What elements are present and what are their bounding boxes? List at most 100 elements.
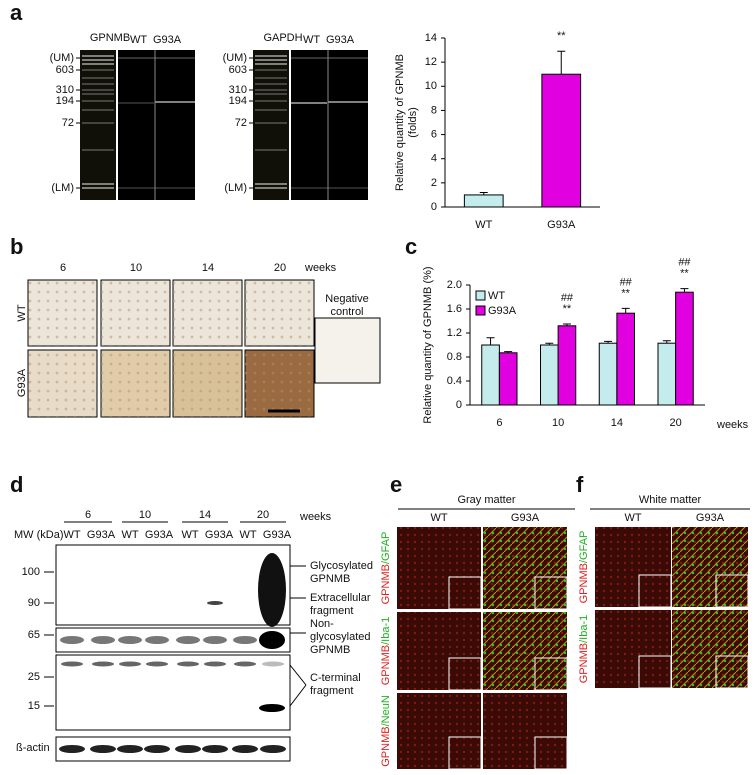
blot-band	[59, 745, 85, 753]
stain: GPNMB	[380, 726, 392, 766]
x-tick-label: WT	[475, 219, 492, 231]
gel-ladder	[253, 50, 289, 200]
ladder-label: (LM)	[51, 182, 74, 194]
y-tick-label: 12	[425, 56, 437, 68]
row-label: G93A	[16, 368, 28, 397]
blot-band	[145, 636, 169, 644]
lane-label: G93A	[153, 34, 182, 46]
stain: /Iba-1	[380, 617, 392, 645]
stain: /GFAP	[578, 531, 590, 563]
stain: /GFAP	[380, 532, 392, 564]
blot-band	[92, 661, 114, 667]
week-label: 6	[60, 262, 66, 274]
lane-label: G93A	[326, 34, 355, 46]
weeks-label: weeks	[304, 262, 337, 274]
micrograph	[397, 693, 481, 769]
micrograph	[245, 350, 314, 417]
stain: GPNMB	[380, 564, 392, 604]
band-note: fragment	[310, 605, 353, 617]
micrograph	[397, 527, 481, 609]
blot-band	[233, 636, 257, 644]
micrograph	[28, 350, 97, 417]
ladder-label: 603	[56, 64, 74, 76]
y-tick-label: 0.8	[447, 351, 462, 363]
blot-band	[177, 661, 199, 667]
blot-band	[234, 661, 256, 667]
band-note: Glycosylated	[310, 560, 373, 572]
bar	[540, 344, 559, 406]
panel-title: White matter	[639, 494, 702, 506]
y-tick-label: 0	[431, 201, 437, 213]
lane-label: WT	[303, 34, 320, 46]
band-note: glycosylated	[310, 631, 371, 643]
panel-label: f	[576, 472, 584, 497]
gel-lanes	[291, 50, 368, 200]
inset	[534, 657, 568, 691]
row-label: GPNMB/GFAP	[380, 532, 392, 605]
y-tick-label: 8	[431, 104, 437, 116]
annotation: **	[557, 30, 566, 42]
week-label: 14	[202, 262, 214, 274]
micrograph	[173, 280, 242, 346]
week-label: 10	[130, 262, 142, 274]
blot-band	[60, 636, 84, 644]
mw-label: MW (kDa)	[14, 529, 64, 541]
annotation: **	[563, 303, 572, 315]
panel-label: c	[405, 234, 417, 259]
gel-title: GPNMB	[90, 32, 130, 44]
band-note: GPNMB	[310, 573, 350, 585]
error-bar	[479, 192, 488, 195]
mw-value: 25	[28, 671, 40, 683]
bar	[616, 312, 635, 406]
blot-band	[203, 636, 227, 644]
annotation: ##	[678, 257, 691, 269]
blot-band	[144, 745, 170, 753]
bar	[481, 344, 500, 406]
micrograph	[245, 280, 314, 346]
arrow	[289, 664, 307, 686]
stain: /Iba-1	[578, 615, 590, 643]
week-label: 6	[85, 509, 91, 521]
blot-band	[204, 661, 226, 667]
y-tick-label: 1.6	[447, 303, 462, 315]
inset	[534, 576, 568, 610]
lane-label: G93A	[205, 529, 234, 541]
x-axis-label: weeks	[716, 419, 749, 431]
error-bar	[662, 340, 671, 344]
panel-label: d	[10, 472, 23, 497]
ladder-label: 310	[229, 84, 247, 96]
lane-label: WT	[130, 34, 147, 46]
blot-band	[232, 745, 258, 753]
col-label: WT	[624, 512, 641, 524]
row-label: WT	[16, 304, 28, 321]
blot	[55, 544, 291, 626]
annotation: **	[621, 287, 630, 299]
y-axis-label: (folds)	[407, 107, 419, 138]
inset	[534, 736, 568, 770]
ladder-label: 72	[62, 117, 74, 129]
annotation: ##	[561, 292, 574, 304]
micrograph	[397, 612, 481, 690]
error-bar	[557, 50, 566, 75]
micrograph	[101, 350, 170, 417]
y-tick-label: 14	[425, 32, 437, 44]
x-tick-label: 20	[670, 417, 682, 429]
ladder-label: (UM)	[223, 52, 247, 64]
error-bar	[604, 340, 613, 344]
blot-band	[175, 745, 201, 753]
error-bar	[562, 323, 571, 326]
band-note: GPNMB	[310, 644, 350, 656]
lane-label: G93A	[263, 529, 292, 541]
inset	[715, 574, 749, 608]
blot-band	[146, 661, 168, 667]
micrograph	[483, 527, 567, 609]
micrograph	[672, 527, 748, 607]
blot-band	[90, 745, 116, 753]
ladder-label: 72	[235, 117, 247, 129]
blot-band	[260, 745, 286, 753]
gel-title: GAPDH	[263, 32, 302, 44]
lane-label: G93A	[145, 529, 174, 541]
band-note: fragment	[310, 685, 353, 697]
week-label: 20	[274, 262, 286, 274]
